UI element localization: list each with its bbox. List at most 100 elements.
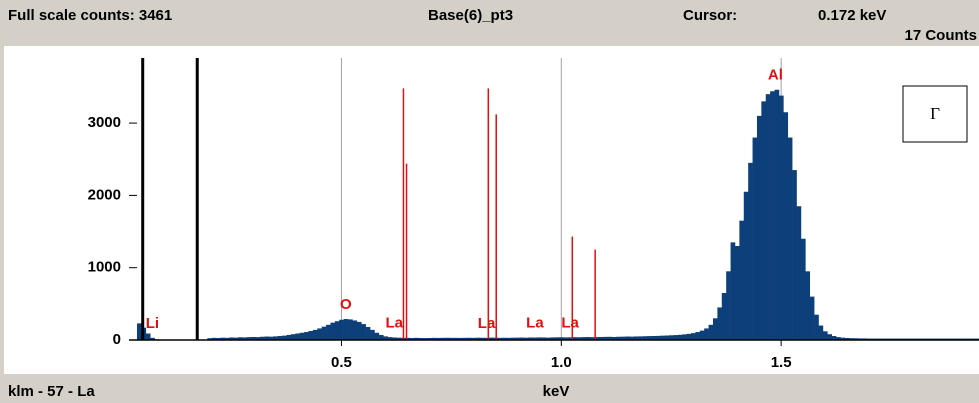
spectrum-bar [304,332,309,340]
spectrum-bar [822,331,828,340]
element-marker: Al [768,67,783,84]
element-marker: La [478,315,496,332]
spectrum-bar [827,334,833,340]
spectrum-bar [677,334,683,340]
spectrum-bar [858,338,863,340]
spectrum-bar [356,321,362,340]
spectrum-bar [717,307,723,340]
spectrum-bar [598,336,604,340]
spectrum-bar [844,337,850,340]
spectrum-bar [695,332,701,340]
spectrum-bar [414,337,419,340]
full-scale-label: Full scale counts: 3461 [8,7,172,24]
spectrum-bar [444,337,450,340]
spectrum-bar [682,334,687,340]
element-marker: La [526,315,544,332]
spectrum-bar [220,337,226,340]
chart-title: Base(6)_pt3 [428,7,513,24]
spectrum-bar [800,238,806,340]
cursor-label: Cursor: [683,7,737,24]
spectrum-bar [629,336,635,340]
spectrum-bar [255,337,261,340]
spectrum-bar [691,333,696,340]
spectrum-bar [734,246,740,340]
spectrum-bar [840,337,846,340]
spectrum-bar [396,337,402,340]
spectrum-bar [537,337,542,340]
spectrum-bar [528,337,534,340]
spectrum-bar [699,330,705,340]
spectrum-bar [299,332,305,340]
spectrum-bar [286,334,292,340]
spectrum-bar [479,337,485,340]
spectrum-bar [519,337,525,340]
spectrum-bar [321,326,327,340]
spectrum-bar [260,336,265,340]
spectrum-bar [268,336,274,340]
spectrum-bar [330,322,336,340]
element-marker: O [340,296,352,313]
spectrum-bar [708,324,714,340]
spectrum-bar [673,335,679,340]
spectrum-bar [457,337,463,340]
y-tick-label: 0 [113,331,121,348]
spectrum-bar [207,338,213,340]
spectrum-bar [611,336,617,340]
spectrum-bar [647,336,652,340]
annotation-box [902,85,968,143]
spectrum-bar [312,329,318,340]
spectrum-bar [510,337,516,340]
spectrum-bar [638,336,643,340]
spectrum-bar [748,162,753,340]
spectrum-bar [669,335,674,340]
spectrum-bar [607,336,613,340]
spectrum-bar [809,296,815,340]
spectrum-bar [739,220,745,340]
spectrum-bar [418,337,424,340]
spectrum-bar [594,337,599,340]
spectrum-bar [387,337,393,340]
spectrum-bar [277,336,283,340]
spectrum-bar [295,333,300,340]
spectrum-bar [651,336,657,340]
spectrum-bar [229,337,235,340]
spectrum-bar [150,337,155,340]
spectrum-bar [449,337,454,340]
spectrum-bar [370,329,375,340]
spectrum-bar [488,337,494,340]
x-axis-label: keV [543,383,570,400]
spectrum-bar [137,323,142,340]
spectrum-bar [365,326,371,340]
spectrum-bar [585,337,591,340]
spectrum-bar [805,271,811,340]
cursor-value: 0.172 keV [818,7,886,24]
spectrum-bar [849,338,854,340]
spectrum-bar [686,333,692,340]
cursor-counts: 17 Counts [904,27,977,44]
spectrum-bar [704,328,709,340]
spectrum-bar [831,336,837,340]
spectrum-bar [352,320,358,340]
spectrum-bar [774,89,780,341]
spectrum-bar [778,95,784,340]
spectrum-bar [242,337,248,340]
spectrum-bar [233,337,239,340]
spectrum-bar [550,337,556,340]
spectrum-bar [730,242,736,340]
spectrum-bar [290,334,296,340]
spectrum-bar [211,337,217,340]
spectrum-bar [497,337,503,340]
spectrum-bar [620,336,626,340]
spectrum-bar [743,191,749,340]
spectrum-bar [374,332,380,340]
spectrum-bar [422,338,428,340]
spectrum-bar [563,337,569,340]
spectrum-bar [440,337,446,340]
spectrum-bar [484,337,490,340]
spectrum-bar [251,336,257,340]
spectrum-bar [466,337,472,340]
spectrum-bar [818,325,824,340]
spectrum-bar [765,94,771,341]
spectrum-bar [523,337,529,340]
